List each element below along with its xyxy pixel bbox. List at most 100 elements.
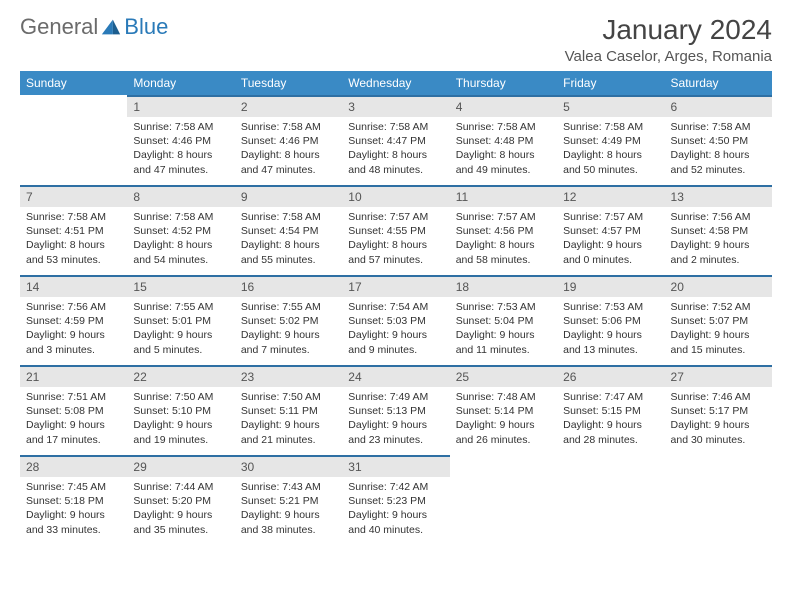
daylight-line: Daylight: 9 hours and 30 minutes. [671, 418, 766, 446]
weekday-monday: Monday [127, 71, 234, 95]
daylight-line: Daylight: 9 hours and 9 minutes. [348, 328, 443, 356]
sunrise-line: Sunrise: 7:55 AM [241, 300, 336, 314]
sunrise-line: Sunrise: 7:49 AM [348, 390, 443, 404]
sunrise-line: Sunrise: 7:55 AM [133, 300, 228, 314]
calendar-cell: 28Sunrise: 7:45 AMSunset: 5:18 PMDayligh… [20, 455, 127, 545]
day-number: 29 [127, 455, 234, 477]
day-number: 5 [557, 95, 664, 117]
sunrise-line: Sunrise: 7:50 AM [133, 390, 228, 404]
calendar-body: 1Sunrise: 7:58 AMSunset: 4:46 PMDaylight… [20, 95, 772, 545]
sunrise-line: Sunrise: 7:42 AM [348, 480, 443, 494]
sunset-line: Sunset: 5:03 PM [348, 314, 443, 328]
calendar-cell: 6Sunrise: 7:58 AMSunset: 4:50 PMDaylight… [665, 95, 772, 185]
day-details: Sunrise: 7:58 AMSunset: 4:47 PMDaylight:… [342, 117, 449, 180]
sunrise-line: Sunrise: 7:48 AM [456, 390, 551, 404]
sunset-line: Sunset: 4:58 PM [671, 224, 766, 238]
day-details: Sunrise: 7:43 AMSunset: 5:21 PMDaylight:… [235, 477, 342, 540]
sunrise-line: Sunrise: 7:44 AM [133, 480, 228, 494]
sunrise-line: Sunrise: 7:47 AM [563, 390, 658, 404]
sunrise-line: Sunrise: 7:56 AM [26, 300, 121, 314]
day-number: 15 [127, 275, 234, 297]
daylight-line: Daylight: 8 hours and 53 minutes. [26, 238, 121, 266]
brand-text-2: Blue [124, 14, 168, 40]
brand-triangle-icon [100, 16, 122, 38]
sunset-line: Sunset: 4:48 PM [456, 134, 551, 148]
day-number: 26 [557, 365, 664, 387]
calendar-cell: 16Sunrise: 7:55 AMSunset: 5:02 PMDayligh… [235, 275, 342, 365]
day-details: Sunrise: 7:55 AMSunset: 5:02 PMDaylight:… [235, 297, 342, 360]
daylight-line: Daylight: 9 hours and 7 minutes. [241, 328, 336, 356]
sunset-line: Sunset: 5:08 PM [26, 404, 121, 418]
day-details: Sunrise: 7:42 AMSunset: 5:23 PMDaylight:… [342, 477, 449, 540]
calendar-cell: 14Sunrise: 7:56 AMSunset: 4:59 PMDayligh… [20, 275, 127, 365]
day-details: Sunrise: 7:45 AMSunset: 5:18 PMDaylight:… [20, 477, 127, 540]
day-details: Sunrise: 7:49 AMSunset: 5:13 PMDaylight:… [342, 387, 449, 450]
calendar-cell: 8Sunrise: 7:58 AMSunset: 4:52 PMDaylight… [127, 185, 234, 275]
calendar-row: 28Sunrise: 7:45 AMSunset: 5:18 PMDayligh… [20, 455, 772, 545]
calendar-cell: 15Sunrise: 7:55 AMSunset: 5:01 PMDayligh… [127, 275, 234, 365]
sunrise-line: Sunrise: 7:56 AM [671, 210, 766, 224]
sunset-line: Sunset: 4:49 PM [563, 134, 658, 148]
calendar-cell: 22Sunrise: 7:50 AMSunset: 5:10 PMDayligh… [127, 365, 234, 455]
sunrise-line: Sunrise: 7:52 AM [671, 300, 766, 314]
daylight-line: Daylight: 9 hours and 38 minutes. [241, 508, 336, 536]
sunset-line: Sunset: 5:04 PM [456, 314, 551, 328]
sunrise-line: Sunrise: 7:46 AM [671, 390, 766, 404]
calendar-cell: 9Sunrise: 7:58 AMSunset: 4:54 PMDaylight… [235, 185, 342, 275]
daylight-line: Daylight: 9 hours and 21 minutes. [241, 418, 336, 446]
calendar-cell: 18Sunrise: 7:53 AMSunset: 5:04 PMDayligh… [450, 275, 557, 365]
daylight-line: Daylight: 8 hours and 47 minutes. [241, 148, 336, 176]
sunrise-line: Sunrise: 7:58 AM [241, 120, 336, 134]
day-details: Sunrise: 7:57 AMSunset: 4:55 PMDaylight:… [342, 207, 449, 270]
sunset-line: Sunset: 4:46 PM [133, 134, 228, 148]
daylight-line: Daylight: 9 hours and 11 minutes. [456, 328, 551, 356]
day-number: 31 [342, 455, 449, 477]
weekday-saturday: Saturday [665, 71, 772, 95]
day-details: Sunrise: 7:58 AMSunset: 4:49 PMDaylight:… [557, 117, 664, 180]
daylight-line: Daylight: 8 hours and 50 minutes. [563, 148, 658, 176]
sunset-line: Sunset: 5:15 PM [563, 404, 658, 418]
day-number: 8 [127, 185, 234, 207]
calendar-cell: 31Sunrise: 7:42 AMSunset: 5:23 PMDayligh… [342, 455, 449, 545]
day-number: 2 [235, 95, 342, 117]
sunrise-line: Sunrise: 7:58 AM [563, 120, 658, 134]
daylight-line: Daylight: 8 hours and 48 minutes. [348, 148, 443, 176]
sunset-line: Sunset: 5:02 PM [241, 314, 336, 328]
day-details: Sunrise: 7:48 AMSunset: 5:14 PMDaylight:… [450, 387, 557, 450]
calendar-cell: 20Sunrise: 7:52 AMSunset: 5:07 PMDayligh… [665, 275, 772, 365]
calendar-cell: 1Sunrise: 7:58 AMSunset: 4:46 PMDaylight… [127, 95, 234, 185]
daylight-line: Daylight: 8 hours and 54 minutes. [133, 238, 228, 266]
sunset-line: Sunset: 5:10 PM [133, 404, 228, 418]
sunset-line: Sunset: 4:59 PM [26, 314, 121, 328]
day-details: Sunrise: 7:44 AMSunset: 5:20 PMDaylight:… [127, 477, 234, 540]
calendar-cell: 3Sunrise: 7:58 AMSunset: 4:47 PMDaylight… [342, 95, 449, 185]
calendar-cell: 21Sunrise: 7:51 AMSunset: 5:08 PMDayligh… [20, 365, 127, 455]
daylight-line: Daylight: 9 hours and 33 minutes. [26, 508, 121, 536]
day-number: 14 [20, 275, 127, 297]
day-number: 23 [235, 365, 342, 387]
sunrise-line: Sunrise: 7:53 AM [563, 300, 658, 314]
calendar-cell: 12Sunrise: 7:57 AMSunset: 4:57 PMDayligh… [557, 185, 664, 275]
sunrise-line: Sunrise: 7:58 AM [671, 120, 766, 134]
sunset-line: Sunset: 5:18 PM [26, 494, 121, 508]
sunrise-line: Sunrise: 7:58 AM [348, 120, 443, 134]
daylight-line: Daylight: 9 hours and 19 minutes. [133, 418, 228, 446]
day-number: 28 [20, 455, 127, 477]
day-details: Sunrise: 7:58 AMSunset: 4:54 PMDaylight:… [235, 207, 342, 270]
sunset-line: Sunset: 4:57 PM [563, 224, 658, 238]
sunset-line: Sunset: 5:21 PM [241, 494, 336, 508]
day-number: 6 [665, 95, 772, 117]
day-number: 20 [665, 275, 772, 297]
calendar-table: SundayMondayTuesdayWednesdayThursdayFrid… [20, 71, 772, 545]
day-details: Sunrise: 7:58 AMSunset: 4:51 PMDaylight:… [20, 207, 127, 270]
sunrise-line: Sunrise: 7:57 AM [456, 210, 551, 224]
calendar-cell: 17Sunrise: 7:54 AMSunset: 5:03 PMDayligh… [342, 275, 449, 365]
day-details: Sunrise: 7:51 AMSunset: 5:08 PMDaylight:… [20, 387, 127, 450]
day-number: 30 [235, 455, 342, 477]
daylight-line: Daylight: 8 hours and 49 minutes. [456, 148, 551, 176]
sunrise-line: Sunrise: 7:51 AM [26, 390, 121, 404]
day-number: 19 [557, 275, 664, 297]
calendar-cell [665, 455, 772, 545]
calendar-cell [450, 455, 557, 545]
day-details: Sunrise: 7:56 AMSunset: 4:58 PMDaylight:… [665, 207, 772, 270]
